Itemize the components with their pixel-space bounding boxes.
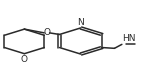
Text: O: O: [21, 55, 28, 64]
Text: N: N: [77, 17, 84, 26]
Text: HN: HN: [123, 34, 136, 43]
Text: O: O: [43, 28, 50, 37]
